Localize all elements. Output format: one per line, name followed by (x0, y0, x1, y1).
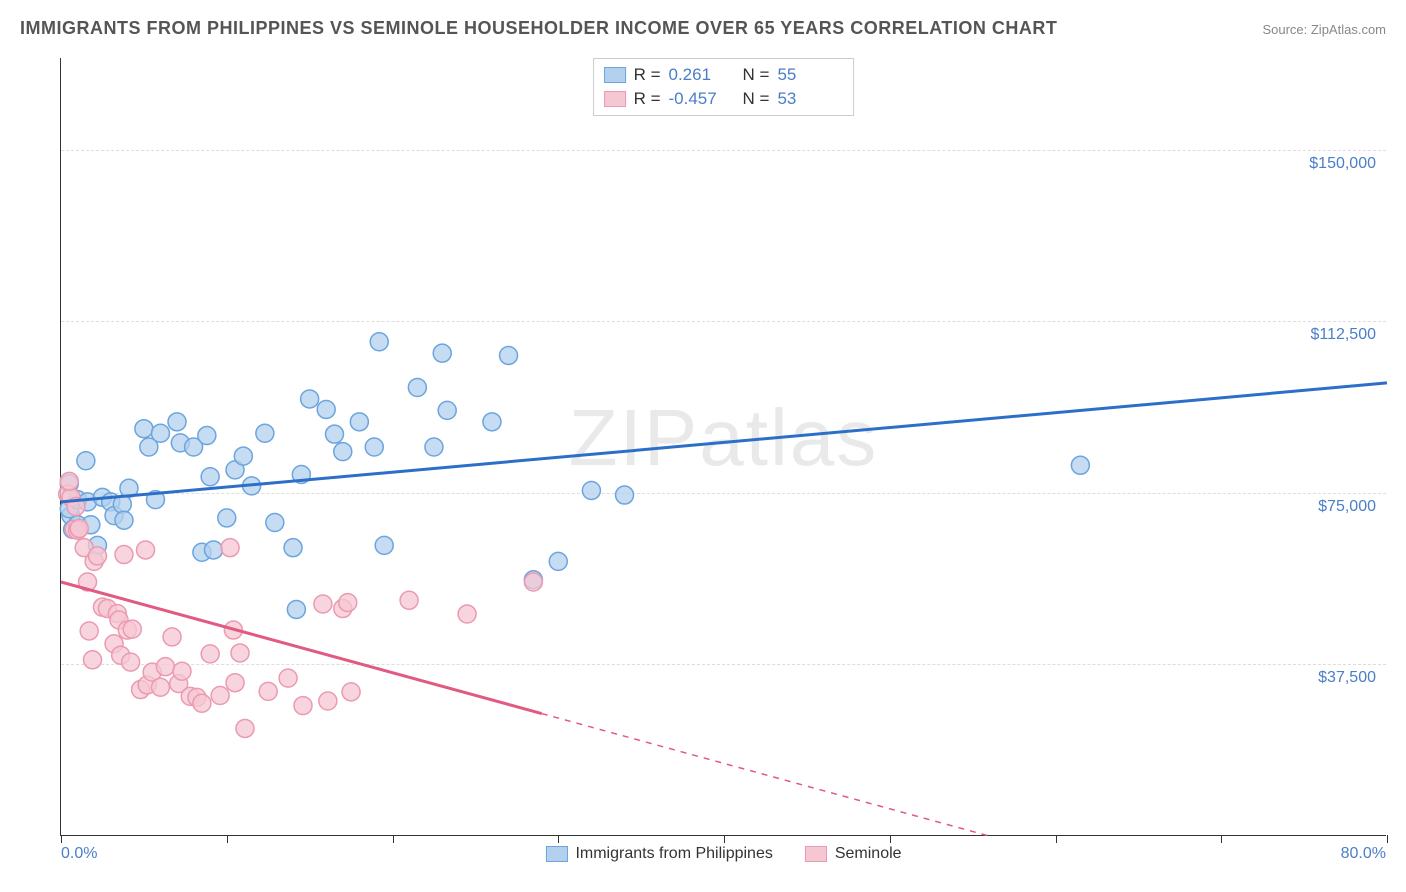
scatter-point (231, 644, 249, 662)
stats-n-value-blue: 55 (777, 65, 843, 85)
scatter-point (266, 514, 284, 532)
scatter-point (173, 662, 191, 680)
scatter-point (438, 401, 456, 419)
scatter-point (163, 628, 181, 646)
scatter-point (400, 591, 418, 609)
scatter-point (88, 547, 106, 565)
trend-line-solid (61, 383, 1387, 502)
scatter-point (334, 443, 352, 461)
scatter-point (284, 539, 302, 557)
scatter-point (204, 541, 222, 559)
source-label: Source: ZipAtlas.com (1262, 22, 1386, 37)
swatch-blue (604, 67, 626, 83)
scatter-point (1071, 456, 1089, 474)
x-tick (1221, 835, 1222, 843)
scatter-point (342, 683, 360, 701)
scatter-point (325, 425, 343, 443)
scatter-point (221, 539, 239, 557)
bottom-legend: Immigrants from Philippines Seminole (545, 845, 901, 863)
scatter-point (350, 413, 368, 431)
scatter-point (616, 486, 634, 504)
trend-line-dashed (542, 714, 990, 836)
scatter-point (83, 651, 101, 669)
plot-area: ZIPatlas $37,500$75,000$112,500$150,000 … (60, 58, 1386, 836)
scatter-point (317, 400, 335, 418)
scatter-point (60, 472, 78, 490)
scatter-point (218, 509, 236, 527)
x-axis-min-label: 0.0% (61, 845, 97, 863)
scatter-point (137, 541, 155, 559)
scatter-point (365, 438, 383, 456)
scatter-point (458, 605, 476, 623)
stats-r-value-blue: 0.261 (669, 65, 735, 85)
scatter-point (294, 697, 312, 715)
scatter-point (433, 344, 451, 362)
scatter-point (168, 413, 186, 431)
swatch-pink (604, 91, 626, 107)
legend-label-blue: Immigrants from Philippines (575, 845, 772, 863)
scatter-point (77, 452, 95, 470)
scatter-point (339, 594, 357, 612)
stats-row-pink: R = -0.457 N = 53 (604, 87, 844, 111)
scatter-point (425, 438, 443, 456)
scatter-point (211, 687, 229, 705)
scatter-point (236, 719, 254, 737)
x-tick (724, 835, 725, 843)
scatter-point (115, 511, 133, 529)
chart-title: IMMIGRANTS FROM PHILIPPINES VS SEMINOLE … (20, 18, 1057, 39)
scatter-point (370, 333, 388, 351)
scatter-point (314, 595, 332, 613)
legend-label-pink: Seminole (835, 845, 902, 863)
scatter-point (549, 552, 567, 570)
scatter-point (234, 447, 252, 465)
scatter-point (375, 536, 393, 554)
legend-swatch-blue (545, 846, 567, 862)
x-tick (890, 835, 891, 843)
scatter-point (259, 682, 277, 700)
scatter-point (123, 620, 141, 638)
scatter-point (122, 653, 140, 671)
x-tick (61, 835, 62, 843)
scatter-point (319, 692, 337, 710)
x-tick (393, 835, 394, 843)
x-axis-max-label: 80.0% (1341, 845, 1386, 863)
scatter-point (301, 390, 319, 408)
scatter-point (201, 468, 219, 486)
scatter-point (408, 379, 426, 397)
scatter-point (287, 600, 305, 618)
x-tick (1387, 835, 1388, 843)
scatter-point (524, 573, 542, 591)
scatter-point (151, 678, 169, 696)
scatter-point (115, 546, 133, 564)
stats-n-label: N = (743, 89, 770, 109)
x-tick (1056, 835, 1057, 843)
scatter-point (582, 481, 600, 499)
stats-r-value-pink: -0.457 (669, 89, 735, 109)
scatter-point (193, 694, 211, 712)
scatter-point (279, 669, 297, 687)
scatter-point (151, 424, 169, 442)
stats-r-label: R = (634, 65, 661, 85)
x-tick (227, 835, 228, 843)
scatter-point (256, 424, 274, 442)
stats-n-label: N = (743, 65, 770, 85)
scatter-point (156, 658, 174, 676)
scatter-point (201, 645, 219, 663)
scatter-point (500, 346, 518, 364)
scatter-point (135, 420, 153, 438)
stats-n-value-pink: 53 (777, 89, 843, 109)
stats-row-blue: R = 0.261 N = 55 (604, 63, 844, 87)
scatter-point (80, 622, 98, 640)
scatter-point (483, 413, 501, 431)
legend-swatch-pink (805, 846, 827, 862)
stats-legend-box: R = 0.261 N = 55 R = -0.457 N = 53 (593, 58, 855, 116)
scatter-point (70, 519, 88, 537)
scatter-point (198, 427, 216, 445)
x-tick (558, 835, 559, 843)
chart-svg (61, 58, 1386, 835)
stats-r-label: R = (634, 89, 661, 109)
scatter-point (226, 674, 244, 692)
